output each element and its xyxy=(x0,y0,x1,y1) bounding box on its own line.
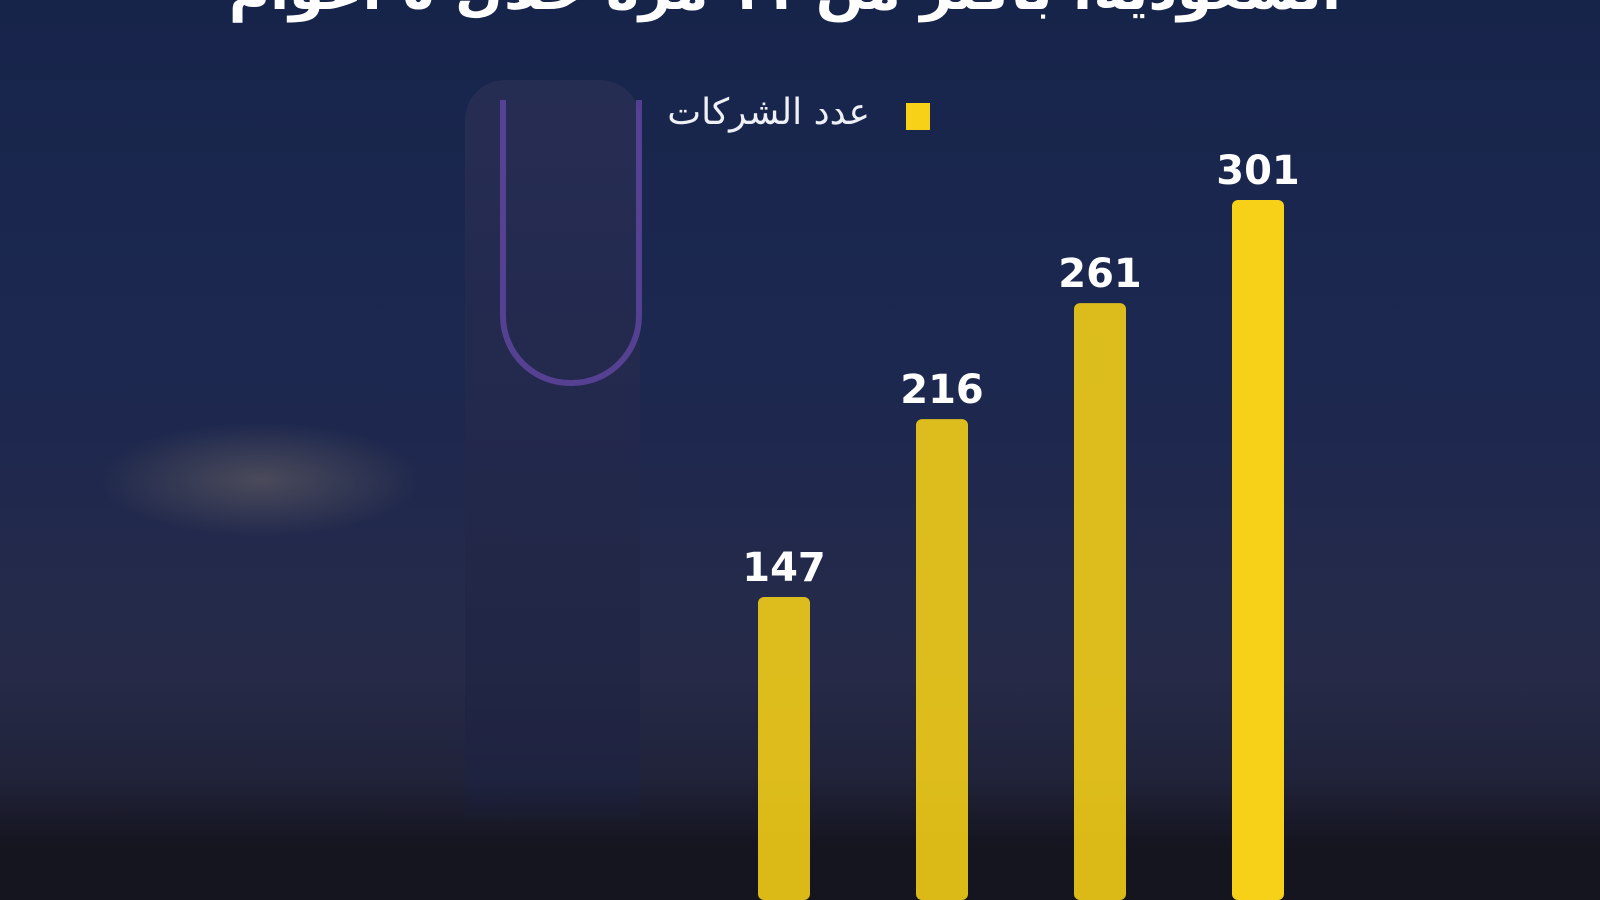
background-tower-arch xyxy=(500,100,642,386)
bar xyxy=(758,597,810,900)
background-tower xyxy=(465,80,640,820)
bar xyxy=(1074,303,1126,900)
chart-title: السعودية، بأكثر من ١١ مرة خلال ٥ أعوام xyxy=(160,0,1410,23)
data-label: 301 xyxy=(1216,148,1300,194)
legend-label: عدد الشركات xyxy=(667,92,870,133)
bar xyxy=(916,419,968,900)
data-label: 261 xyxy=(1058,251,1142,297)
data-label: 147 xyxy=(742,545,826,591)
data-label: 216 xyxy=(900,367,984,413)
legend: عدد الشركات xyxy=(600,92,930,138)
bar xyxy=(1232,200,1284,900)
legend-swatch xyxy=(906,103,930,130)
